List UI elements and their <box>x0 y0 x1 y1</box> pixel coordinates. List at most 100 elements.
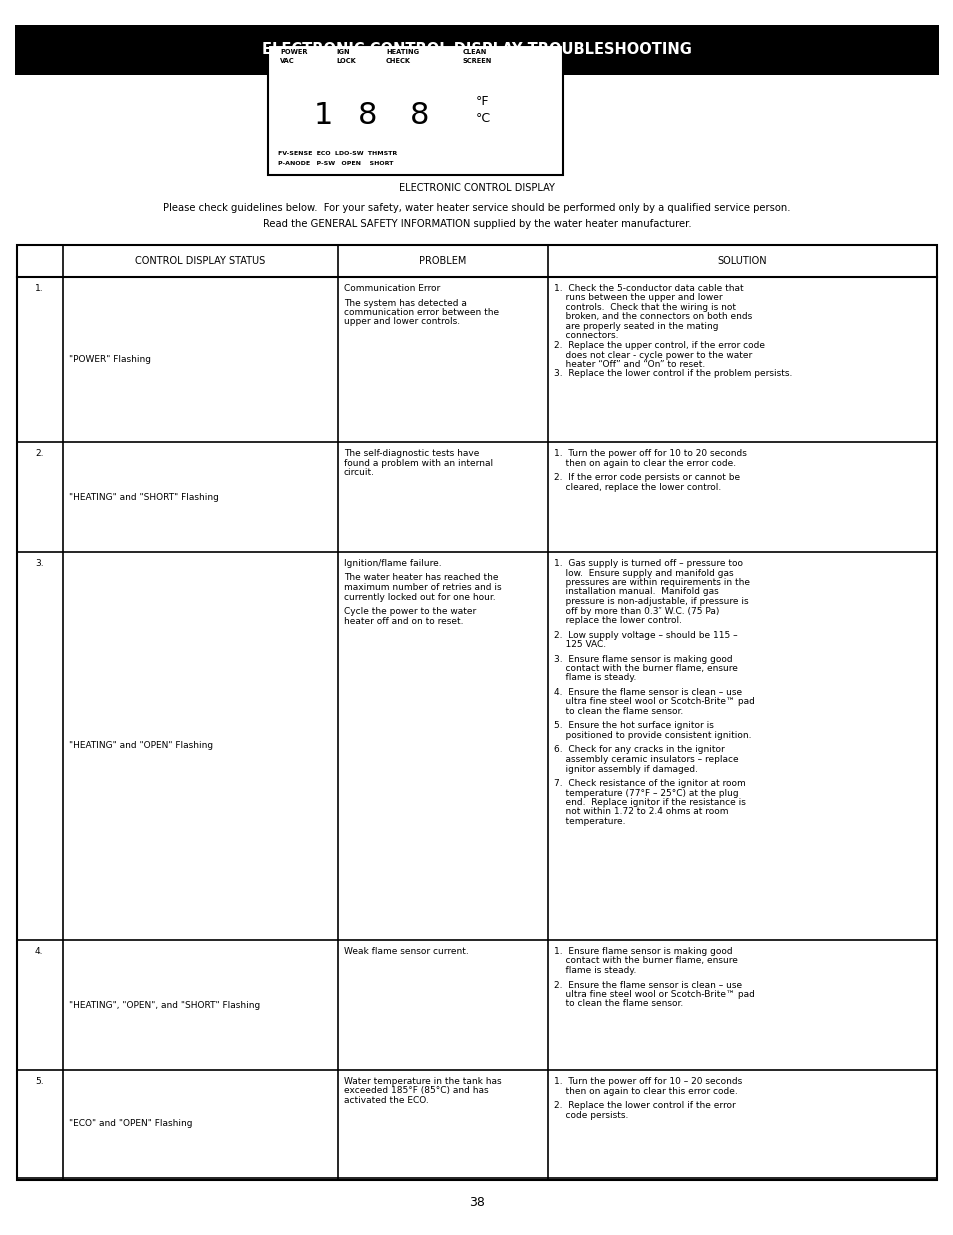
Text: PROBLEM: PROBLEM <box>419 256 466 266</box>
Text: The system has detected a: The system has detected a <box>344 299 466 308</box>
Text: flame is steady.: flame is steady. <box>554 673 636 683</box>
Text: Read the GENERAL SAFETY INFORMATION supplied by the water heater manufacturer.: Read the GENERAL SAFETY INFORMATION supp… <box>262 219 691 228</box>
Text: then on again to clear this error code.: then on again to clear this error code. <box>554 1087 737 1095</box>
Text: "HEATING" and "OPEN" Flashing: "HEATING" and "OPEN" Flashing <box>69 741 213 751</box>
Text: 3.: 3. <box>35 559 44 568</box>
Text: 1.  Ensure flame sensor is making good: 1. Ensure flame sensor is making good <box>554 947 732 956</box>
Text: 2.  If the error code persists or cannot be: 2. If the error code persists or cannot … <box>554 473 740 482</box>
Text: HEATING: HEATING <box>386 49 418 56</box>
Text: 1.  Turn the power off for 10 to 20 seconds: 1. Turn the power off for 10 to 20 secon… <box>554 450 746 458</box>
Text: 2.  Replace the lower control if the error: 2. Replace the lower control if the erro… <box>554 1100 735 1110</box>
Text: IGN: IGN <box>335 49 349 56</box>
Text: °F: °F <box>476 95 489 107</box>
Text: upper and lower controls.: upper and lower controls. <box>344 317 459 326</box>
Text: end.  Replace ignitor if the resistance is: end. Replace ignitor if the resistance i… <box>554 798 745 806</box>
Text: pressures are within requirements in the: pressures are within requirements in the <box>554 578 749 587</box>
Text: to clean the flame sensor.: to clean the flame sensor. <box>554 706 682 716</box>
Text: circuit.: circuit. <box>344 468 375 477</box>
Text: 38: 38 <box>469 1197 484 1209</box>
Text: "HEATING" and "SHORT" Flashing: "HEATING" and "SHORT" Flashing <box>69 493 218 501</box>
Text: 5.: 5. <box>35 1077 44 1086</box>
Text: 2.  Ensure the flame sensor is clean – use: 2. Ensure the flame sensor is clean – us… <box>554 981 741 989</box>
Bar <box>15 25 938 75</box>
Text: activated the ECO.: activated the ECO. <box>344 1095 428 1105</box>
Text: CLEAN: CLEAN <box>462 49 487 56</box>
Text: 3.  Ensure flame sensor is making good: 3. Ensure flame sensor is making good <box>554 655 732 663</box>
Text: installation manual.  Manifold gas: installation manual. Manifold gas <box>554 588 718 597</box>
Text: 2.  Replace the upper control, if the error code: 2. Replace the upper control, if the err… <box>554 341 764 350</box>
Text: FV-SENSE  ECO  LDO-SW  THMSTR: FV-SENSE ECO LDO-SW THMSTR <box>277 151 396 156</box>
Text: The self-diagnostic tests have: The self-diagnostic tests have <box>344 450 478 458</box>
Text: 1.  Turn the power off for 10 – 20 seconds: 1. Turn the power off for 10 – 20 second… <box>554 1077 741 1086</box>
Text: communication error between the: communication error between the <box>344 308 498 317</box>
Text: 6.  Check for any cracks in the ignitor: 6. Check for any cracks in the ignitor <box>554 746 724 755</box>
Text: POWER: POWER <box>280 49 307 56</box>
Text: pressure is non-adjustable, if pressure is: pressure is non-adjustable, if pressure … <box>554 597 748 606</box>
Text: 2.  Low supply voltage – should be 115 –: 2. Low supply voltage – should be 115 – <box>554 631 737 640</box>
Text: code persists.: code persists. <box>554 1110 628 1119</box>
Text: not within 1.72 to 2.4 ohms at room: not within 1.72 to 2.4 ohms at room <box>554 808 728 816</box>
Text: ultra fine steel wool or Scotch-Brite™ pad: ultra fine steel wool or Scotch-Brite™ p… <box>554 698 754 706</box>
Text: SCREEN: SCREEN <box>462 58 492 64</box>
Text: "POWER" Flashing: "POWER" Flashing <box>69 354 151 364</box>
Text: Water temperature in the tank has: Water temperature in the tank has <box>344 1077 501 1086</box>
Text: "HEATING", "OPEN", and "SHORT" Flashing: "HEATING", "OPEN", and "SHORT" Flashing <box>69 1000 260 1009</box>
Text: off by more than 0.3″ W.C. (75 Pa): off by more than 0.3″ W.C. (75 Pa) <box>554 606 719 615</box>
Text: connectors.: connectors. <box>554 331 618 341</box>
Text: 1.  Check the 5-conductor data cable that: 1. Check the 5-conductor data cable that <box>554 284 742 293</box>
Text: currently locked out for one hour.: currently locked out for one hour. <box>344 593 496 601</box>
Text: Weak flame sensor current.: Weak flame sensor current. <box>344 947 468 956</box>
Text: °C: °C <box>476 112 491 125</box>
Text: VAC: VAC <box>280 58 294 64</box>
Text: LOCK: LOCK <box>335 58 355 64</box>
Text: 3.  Replace the lower control if the problem persists.: 3. Replace the lower control if the prob… <box>554 369 792 378</box>
Text: 1.  Gas supply is turned off – pressure too: 1. Gas supply is turned off – pressure t… <box>554 559 742 568</box>
FancyBboxPatch shape <box>349 86 387 144</box>
Text: controls.  Check that the wiring is not: controls. Check that the wiring is not <box>554 303 735 312</box>
Text: positioned to provide consistent ignition.: positioned to provide consistent ignitio… <box>554 731 751 740</box>
Text: SOLUTION: SOLUTION <box>717 256 766 266</box>
Text: P-ANODE   P-SW   OPEN    SHORT: P-ANODE P-SW OPEN SHORT <box>277 161 393 165</box>
Text: runs between the upper and lower: runs between the upper and lower <box>554 294 721 303</box>
Text: 8: 8 <box>410 101 429 131</box>
Text: Please check guidelines below.  For your safety, water heater service should be : Please check guidelines below. For your … <box>163 203 790 212</box>
Bar <box>17 245 936 1179</box>
Text: 8: 8 <box>358 101 377 131</box>
Text: 1: 1 <box>313 101 333 131</box>
Text: ultra fine steel wool or Scotch-Brite™ pad: ultra fine steel wool or Scotch-Brite™ p… <box>554 990 754 999</box>
Text: ELECTRONIC CONTROL DISPLAY: ELECTRONIC CONTROL DISPLAY <box>398 183 555 193</box>
Bar <box>268 44 562 175</box>
Text: 7.  Check resistance of the ignitor at room: 7. Check resistance of the ignitor at ro… <box>554 779 745 788</box>
Text: 2.: 2. <box>35 450 44 458</box>
Text: exceeded 185°F (85°C) and has: exceeded 185°F (85°C) and has <box>344 1087 488 1095</box>
Text: ignitor assembly if damaged.: ignitor assembly if damaged. <box>554 764 698 773</box>
Text: CONTROL DISPLAY STATUS: CONTROL DISPLAY STATUS <box>135 256 265 266</box>
Text: Communication Error: Communication Error <box>344 284 439 293</box>
Text: 4.  Ensure the flame sensor is clean – use: 4. Ensure the flame sensor is clean – us… <box>554 688 741 697</box>
Text: temperature.: temperature. <box>554 818 625 826</box>
Text: maximum number of retries and is: maximum number of retries and is <box>344 583 501 592</box>
Text: 4.: 4. <box>35 947 44 956</box>
Text: assembly ceramic insulators – replace: assembly ceramic insulators – replace <box>554 755 738 764</box>
Text: heater “Off” and “On” to reset.: heater “Off” and “On” to reset. <box>554 359 704 369</box>
Text: Cycle the power to the water: Cycle the power to the water <box>344 606 476 616</box>
Text: 5.  Ensure the hot surface ignitor is: 5. Ensure the hot surface ignitor is <box>554 721 713 730</box>
Text: 1.: 1. <box>35 284 44 293</box>
Text: broken, and the connectors on both ends: broken, and the connectors on both ends <box>554 312 752 321</box>
Text: ELECTRONIC CONTROL DISPLAY TROUBLESHOOTING: ELECTRONIC CONTROL DISPLAY TROUBLESHOOTI… <box>262 42 691 58</box>
Text: 125 VAC.: 125 VAC. <box>554 640 605 650</box>
Text: temperature (77°F – 25°C) at the plug: temperature (77°F – 25°C) at the plug <box>554 788 738 798</box>
FancyBboxPatch shape <box>400 86 438 144</box>
Text: contact with the burner flame, ensure: contact with the burner flame, ensure <box>554 956 737 966</box>
Text: The water heater has reached the: The water heater has reached the <box>344 573 498 583</box>
Text: are properly seated in the mating: are properly seated in the mating <box>554 322 718 331</box>
Text: does not clear - cycle power to the water: does not clear - cycle power to the wate… <box>554 351 752 359</box>
Text: flame is steady.: flame is steady. <box>554 966 636 974</box>
Text: cleared, replace the lower control.: cleared, replace the lower control. <box>554 483 720 492</box>
Text: heater off and on to reset.: heater off and on to reset. <box>344 616 463 625</box>
Text: contact with the burner flame, ensure: contact with the burner flame, ensure <box>554 664 737 673</box>
Text: Ignition/flame failure.: Ignition/flame failure. <box>344 559 441 568</box>
Text: replace the lower control.: replace the lower control. <box>554 616 681 625</box>
Text: low.  Ensure supply and manifold gas: low. Ensure supply and manifold gas <box>554 568 733 578</box>
Text: then on again to clear the error code.: then on again to clear the error code. <box>554 458 736 468</box>
